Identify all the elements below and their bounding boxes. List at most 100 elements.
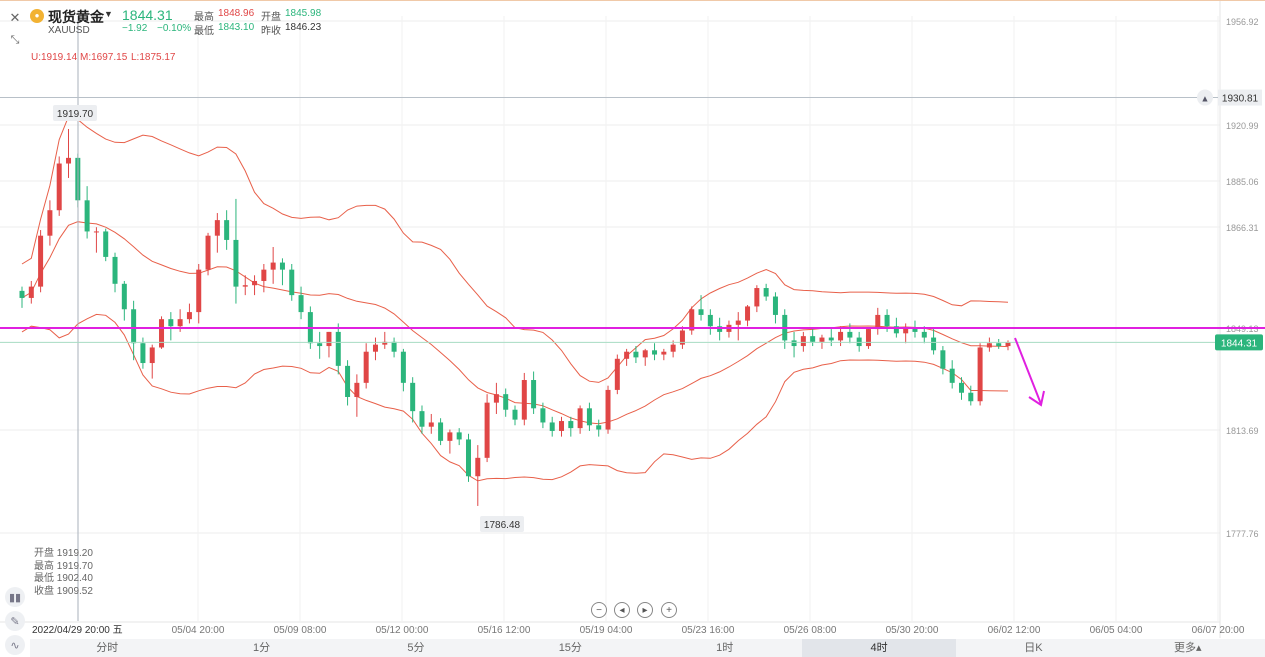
candle-body	[121, 283, 127, 310]
candle-body	[633, 351, 639, 358]
period-tab[interactable]: 5分	[407, 642, 425, 654]
zoom-in-icon[interactable]: +	[661, 602, 677, 618]
period-tab[interactable]: 15分	[558, 642, 582, 654]
x-tick-label: 05/26 08:00	[784, 625, 837, 636]
y-tick-label: 1777.76	[1226, 529, 1259, 539]
boll-mid: M:1697.15	[80, 52, 128, 63]
scroll-right-icon[interactable]: ▸	[637, 602, 653, 618]
y-tick-label: 1920.99	[1226, 121, 1259, 131]
candle-body	[28, 286, 34, 298]
candle-body	[428, 422, 434, 427]
scroll-left-icon[interactable]: ◂	[614, 602, 630, 618]
prev-close-value: 1846.23	[285, 22, 322, 33]
candle-body	[261, 269, 267, 281]
candle-body	[289, 269, 295, 296]
candle-body	[865, 329, 871, 347]
prev-close-label: 昨收	[261, 26, 281, 37]
candle-body	[196, 269, 202, 313]
candle-body	[456, 432, 462, 440]
candle-body	[661, 351, 667, 355]
period-tab[interactable]: 1时	[716, 642, 734, 654]
candle-body	[159, 319, 165, 348]
candle-body	[1005, 342, 1011, 347]
candle-body	[38, 235, 44, 287]
alert-bell-icon	[1197, 89, 1213, 106]
candle-body	[521, 380, 527, 420]
period-tab[interactable]: 分时	[96, 642, 119, 654]
ohlc-close: 收盘 1909.52	[34, 585, 93, 597]
candle-body	[149, 347, 155, 364]
candle-body	[903, 327, 909, 334]
candle-body	[698, 309, 704, 315]
alert-price-label: 1930.81	[1222, 94, 1259, 105]
symbol-dropdown-icon[interactable]: ▼	[104, 9, 113, 19]
max-price-tag	[53, 105, 97, 121]
candle-body	[438, 422, 444, 441]
candle-body	[503, 394, 509, 410]
candle-body	[317, 343, 323, 347]
max-price-label: 1919.70	[57, 109, 94, 120]
candle-body	[214, 220, 220, 236]
candle-body	[577, 408, 583, 429]
symbol-name[interactable]: 现货黄金	[48, 9, 104, 25]
candle-body	[689, 309, 695, 331]
candle-body	[549, 422, 555, 431]
candle-body	[242, 285, 248, 287]
period-tab[interactable]: 1分	[253, 642, 271, 654]
candle-body	[335, 331, 341, 366]
ohlc-open: 开盘 1919.20	[34, 548, 93, 559]
candle-body	[679, 330, 685, 345]
candle-body	[56, 163, 62, 211]
alert-bell-glyph: ▲	[1201, 94, 1210, 104]
candle-body	[949, 368, 955, 383]
candle-body	[400, 351, 406, 383]
period-tab[interactable]: 更多▴	[1174, 642, 1202, 654]
open-value: 1845.98	[285, 8, 322, 19]
boll-lower: L:1875.17	[131, 52, 176, 63]
zoom-out-icon[interactable]: −	[591, 602, 607, 618]
low-label: 最低	[194, 26, 214, 37]
candle-body	[754, 288, 760, 307]
candle-body	[410, 382, 416, 412]
candle-body	[512, 409, 518, 420]
period-tab[interactable]: 4时	[801, 639, 957, 657]
candle-body	[791, 340, 797, 347]
candle-body	[559, 421, 565, 431]
candle-body	[326, 331, 332, 347]
candle-body	[540, 408, 546, 423]
candle-body	[940, 350, 946, 369]
close-icon[interactable]: ✕	[9, 10, 21, 25]
candle-body	[345, 365, 351, 397]
candle-body	[717, 326, 723, 332]
candle-body	[177, 319, 183, 327]
candle-body	[996, 343, 1002, 347]
candle-body	[763, 288, 769, 297]
line-tool-icon[interactable]: ∿	[5, 635, 25, 655]
arrow-annotation	[1014, 337, 1042, 405]
draw-pen-icon[interactable]: ✎	[5, 611, 25, 631]
boll-lower-line	[21, 313, 1009, 482]
open-label: 开盘	[261, 12, 281, 23]
candle-body	[372, 344, 378, 352]
candle-body	[893, 326, 899, 334]
candle-body	[745, 306, 751, 321]
collapse-icon[interactable]: ⤡	[10, 33, 20, 46]
period-tab[interactable]: 日K	[1024, 642, 1043, 654]
candle-body	[819, 337, 825, 342]
x-tick-label: 05/30 20:00	[886, 625, 939, 636]
gold-coin-icon: ●	[30, 9, 44, 23]
symbol-code: XAUUSD	[48, 25, 90, 36]
candle-body	[419, 411, 425, 427]
candle-body	[810, 336, 816, 342]
candle-body	[986, 343, 992, 348]
indicator-icon[interactable]: ▮▮	[5, 587, 25, 607]
candle-body	[382, 341, 388, 345]
candle-body	[475, 457, 481, 477]
candle-body	[800, 336, 806, 347]
candle-body	[47, 210, 53, 236]
candle-body	[670, 344, 676, 352]
high-label: 最高	[194, 12, 214, 23]
candle-body	[856, 337, 862, 347]
candle-body	[958, 382, 964, 393]
